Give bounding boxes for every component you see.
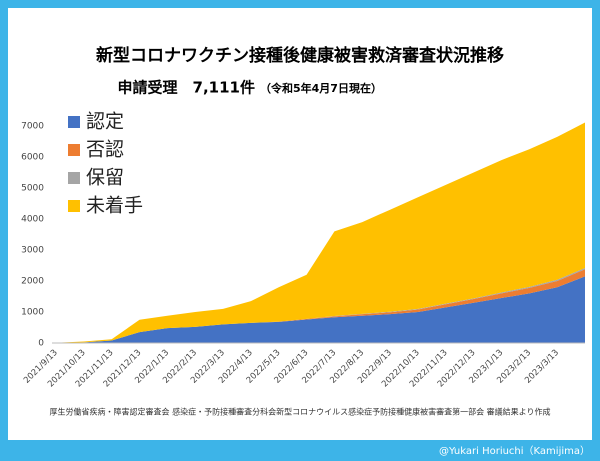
- legend-label: 否認: [86, 139, 124, 161]
- legend-label: 保留: [86, 167, 124, 189]
- source: 厚生労働省疾病・障害認定審査会 感染症・予防接種審査分科会新型コロナウイルス感染…: [50, 407, 551, 417]
- subtitle: 申請受理 7,111件: [118, 79, 255, 97]
- y-tick-label: 7000: [21, 122, 44, 132]
- legend-swatch: [68, 116, 80, 128]
- area: [56, 122, 585, 344]
- legend-swatch: [68, 172, 80, 184]
- y-tick-label: 5000: [21, 184, 44, 194]
- legend-swatch: [68, 200, 80, 212]
- y-tick-label: 4000: [21, 215, 44, 225]
- y-tick-label: 2000: [21, 277, 44, 287]
- legend-label: 未着手: [86, 195, 143, 217]
- y-tick-label: 3000: [21, 246, 44, 256]
- area: [56, 276, 585, 343]
- chart-title: 新型コロナワクチン接種後健康被害救済審査状況推移: [96, 45, 504, 66]
- y-tick-label: 6000: [21, 153, 44, 163]
- y-tick-label: 1000: [21, 308, 44, 318]
- credit: @Yukari Horiuchi（Kamijima）: [439, 445, 590, 457]
- y-tick-label: 0: [38, 339, 44, 349]
- legend-label: 認定: [86, 111, 124, 133]
- legend-swatch: [68, 144, 80, 156]
- subtitle-note: （令和5年4月7日現在）: [260, 81, 382, 95]
